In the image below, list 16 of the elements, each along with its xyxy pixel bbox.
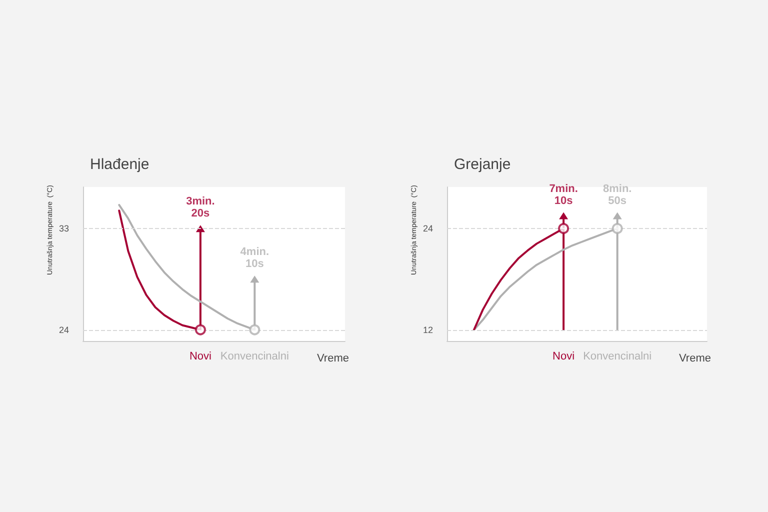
chart-title: Grejanje — [454, 156, 511, 173]
chart-title: Hlađenje — [90, 156, 150, 173]
annotation: 8min. 50s — [602, 182, 632, 207]
x-tick-label: Konvencinalni — [583, 350, 652, 362]
annotation: 3min. 20s — [186, 196, 215, 220]
y-tick-label: 24 — [422, 223, 433, 234]
x-tick-label: Konvencinalni — [220, 350, 289, 362]
annotation: 7min. 10s — [549, 182, 578, 207]
y-tick-label: 33 — [58, 224, 69, 234]
y-tick-label: 24 — [58, 324, 69, 335]
x-axis-title: Vreme — [317, 352, 349, 364]
y-tick-label: 12 — [422, 325, 433, 335]
x-axis-title: Vreme — [679, 352, 711, 364]
annotation: 4min. 10s — [240, 246, 270, 270]
x-tick-label: Novi — [552, 350, 575, 362]
x-tick-label: Novi — [189, 350, 212, 362]
